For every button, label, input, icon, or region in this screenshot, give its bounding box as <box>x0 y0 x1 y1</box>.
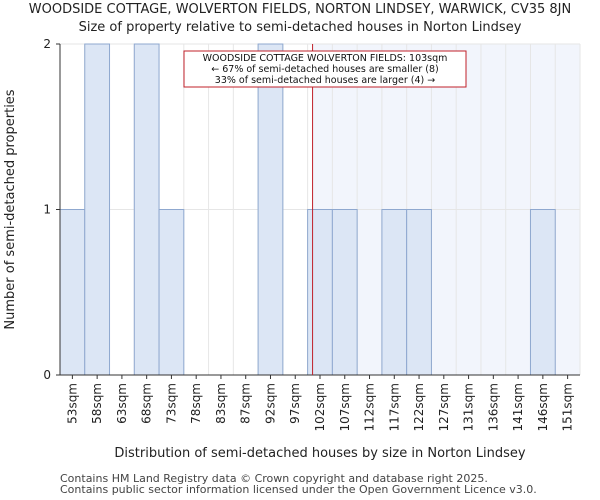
x-tick-label: 127sqm <box>437 383 451 431</box>
y-tick-label: 0 <box>43 368 51 382</box>
chart-subtitle: Size of property relative to semi-detach… <box>78 20 522 35</box>
x-tick-label: 146sqm <box>536 383 550 431</box>
chart-title: WOODSIDE COTTAGE, WOLVERTON FIELDS, NORT… <box>28 2 572 17</box>
x-tick-label: 122sqm <box>412 383 426 431</box>
x-tick-labels: 53sqm 58sqm 63sqm 68sqm 73sqm 78sqm 83sqm 87sqm… <box>65 375 575 431</box>
x-axis-label: Distribution of semi-detached houses by … <box>114 446 526 461</box>
x-tick-label: 131sqm <box>462 383 476 431</box>
annotation-line-2: ← 67% of semi-detached houses are smalle… <box>211 64 439 75</box>
x-tick-label: 83sqm <box>214 383 228 424</box>
bar-107sqm <box>331 209 358 376</box>
footer-line-1: Contains HM Land Registry data © Crown c… <box>60 472 488 485</box>
bar-122sqm <box>406 209 432 376</box>
annotation-line-1: WOODSIDE COTTAGE WOLVERTON FIELDS: 103sq… <box>203 53 448 64</box>
footer-line-2: Contains public sector information licen… <box>60 483 537 496</box>
y-axis-label: Number of semi-detached properties <box>3 89 18 329</box>
y-tick-label: 2 <box>43 37 51 51</box>
bar-146sqm <box>529 209 556 376</box>
y-tick-label: 1 <box>43 203 51 217</box>
bars <box>59 43 556 376</box>
x-tick-label: 92sqm <box>263 383 277 424</box>
bar-73sqm <box>158 209 185 376</box>
x-tick-label: 78sqm <box>189 383 203 424</box>
x-tick-label: 87sqm <box>239 383 253 424</box>
x-tick-label: 53sqm <box>65 383 79 424</box>
bar-58sqm <box>84 43 111 376</box>
x-tick-label: 58sqm <box>90 383 104 424</box>
x-tick-label: 112sqm <box>363 383 377 431</box>
x-tick-label: 97sqm <box>288 383 302 424</box>
x-tick-label: 73sqm <box>164 383 178 424</box>
bar-68sqm <box>133 43 160 376</box>
x-tick-label: 63sqm <box>115 383 129 424</box>
bar-117sqm <box>381 209 408 376</box>
x-tick-label: 141sqm <box>511 383 525 431</box>
bar-102sqm <box>307 209 333 376</box>
x-tick-label: 151sqm <box>561 383 575 431</box>
x-tick-label: 117sqm <box>387 383 401 431</box>
bar-92sqm <box>257 43 284 376</box>
x-tick-label: 107sqm <box>338 383 352 431</box>
y-tick-labels: 0 1 2 <box>43 37 60 382</box>
bar-53sqm <box>59 209 86 376</box>
x-tick-label: 102sqm <box>313 383 327 431</box>
annotation-box: WOODSIDE COTTAGE WOLVERTON FIELDS: 103sq… <box>183 50 467 88</box>
x-tick-label: 68sqm <box>140 383 154 424</box>
annotation-line-3: 33% of semi-detached houses are larger (… <box>215 75 435 86</box>
x-tick-label: 136sqm <box>486 383 500 431</box>
